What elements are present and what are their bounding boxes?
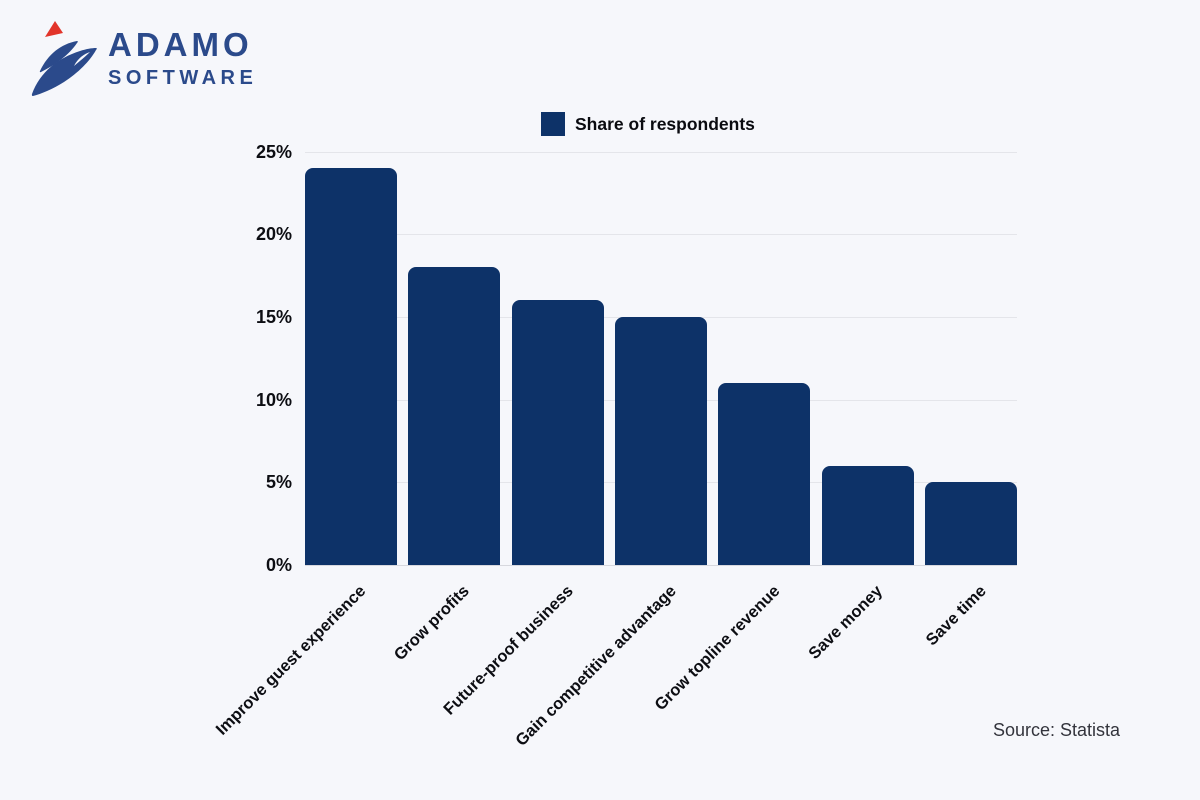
xlabel-grow-profits: Grow profits xyxy=(390,582,474,665)
bar-gain-competitive-advantage xyxy=(614,316,707,565)
ytick-label-5: 5% xyxy=(265,472,292,493)
ytick-label-15: 15% xyxy=(255,306,292,327)
bar-save-time xyxy=(924,482,1017,565)
ytick-label-10: 10% xyxy=(255,389,292,410)
bar-grow-profits xyxy=(408,267,501,565)
adamo-logo-icon xyxy=(31,21,97,96)
bar-improve-guest-experience xyxy=(305,168,397,565)
xlabel-save-money: Save money xyxy=(805,582,887,663)
xlabel-improve-guest-experience: Improve guest experience xyxy=(213,582,370,739)
logo-lower-swoosh-icon xyxy=(31,48,97,96)
logo-upper-swoosh-icon xyxy=(39,41,78,73)
legend-label: Share of respondents xyxy=(575,114,755,134)
bar-future-proof-business xyxy=(511,300,604,565)
bar-save-money xyxy=(821,465,914,565)
legend-swatch xyxy=(541,112,565,136)
gridline-20 xyxy=(305,234,1017,236)
ytick-label-20: 20% xyxy=(255,224,292,245)
ytick-label-25: 25% xyxy=(255,141,292,162)
xlabel-save-time: Save time xyxy=(922,582,990,650)
adamo-logo-text: ADAMO SOFTWARE xyxy=(108,28,257,88)
source-note: Source: Statista xyxy=(993,720,1121,740)
bar-grow-topline-revenue xyxy=(718,383,811,565)
logo-triangle-icon xyxy=(45,21,63,37)
logo-name: ADAMO xyxy=(108,26,253,63)
gridline-25 xyxy=(305,151,1017,153)
ytick-label-0: 0% xyxy=(265,555,292,575)
adamo-logo: ADAMO SOFTWARE xyxy=(28,14,257,96)
logo-subname: SOFTWARE xyxy=(108,67,258,89)
chart-legend: Share of respondents xyxy=(541,112,755,136)
gridline-0 xyxy=(305,565,1017,566)
